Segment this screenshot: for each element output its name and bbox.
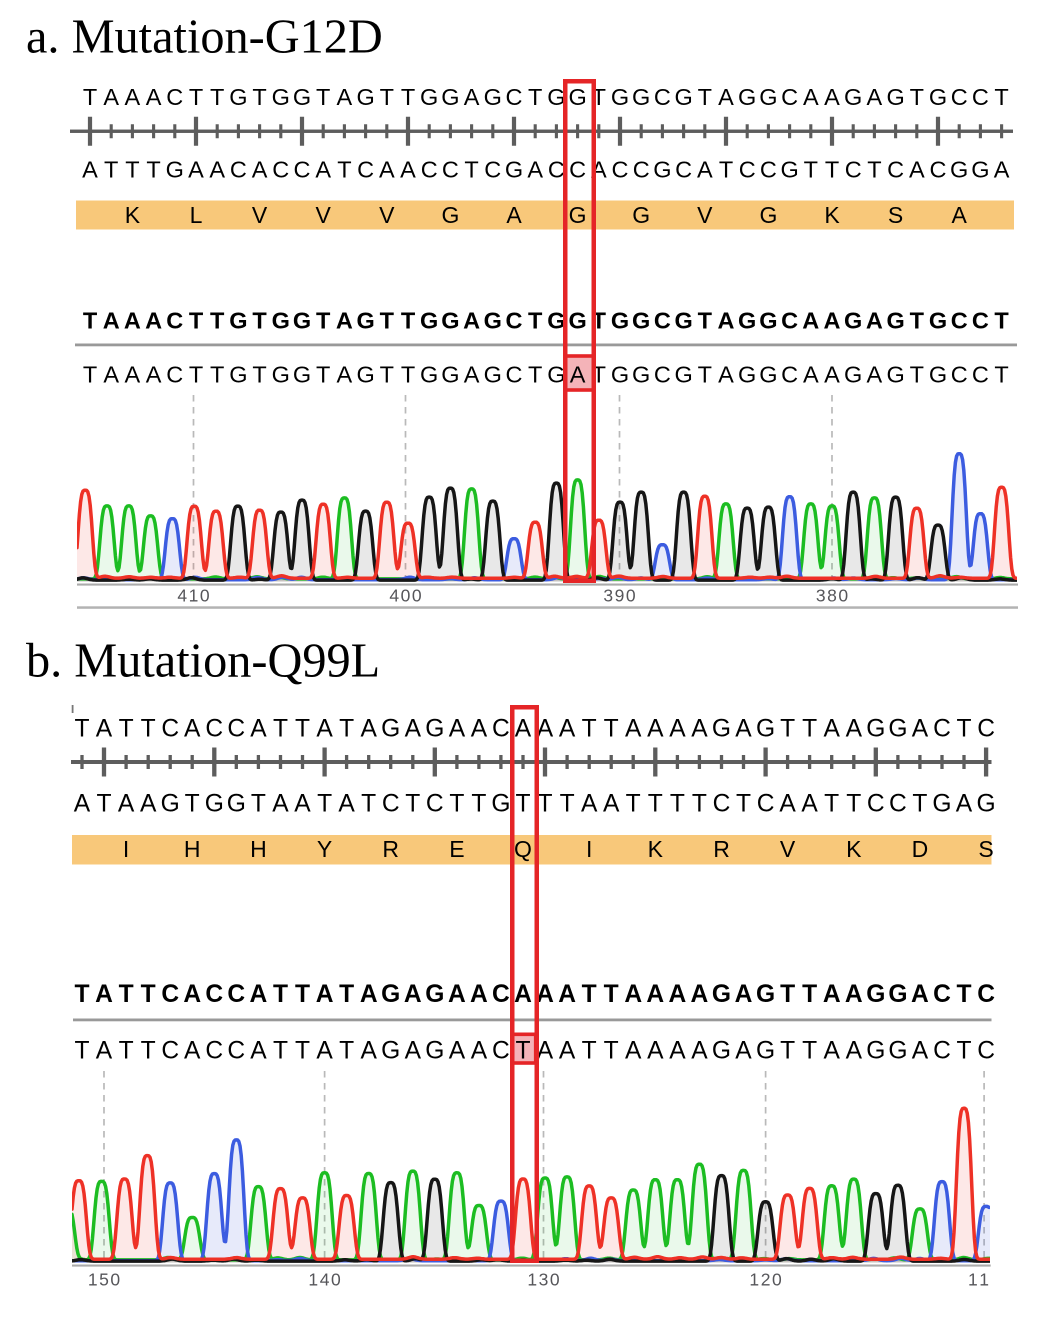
- svg-text:a. Mutation-G12D: a. Mutation-G12D: [26, 10, 383, 63]
- svg-text:b. Mutation-Q99L: b. Mutation-Q99L: [26, 635, 380, 688]
